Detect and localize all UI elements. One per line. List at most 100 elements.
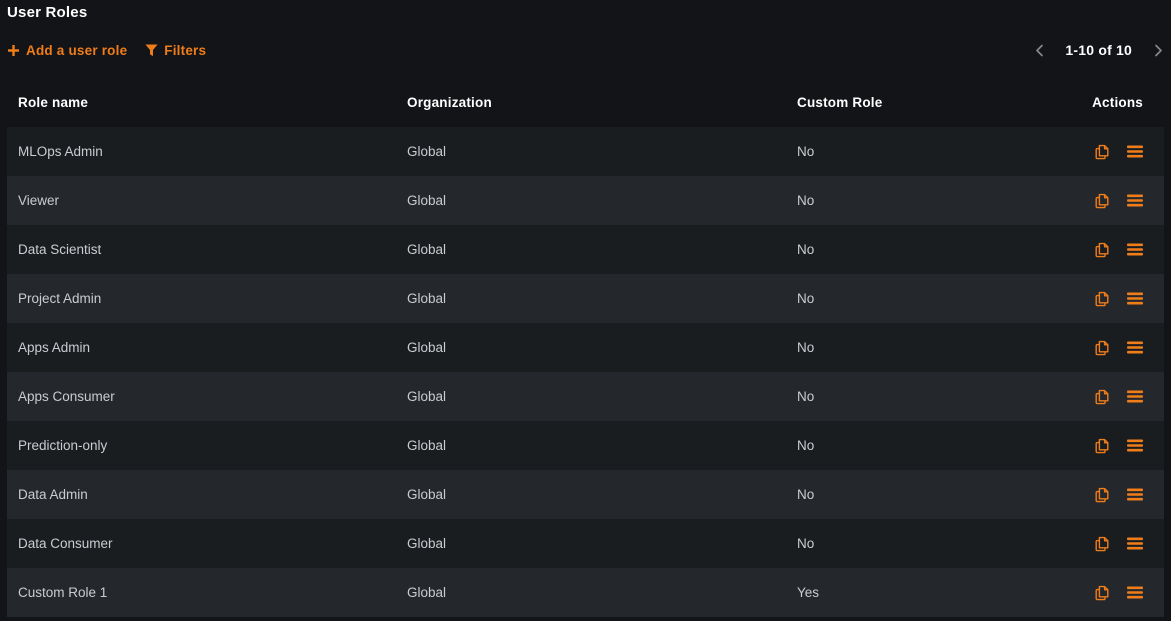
role-name-cell: Custom Role 1: [18, 585, 108, 600]
custom-role-cell: No: [797, 291, 815, 306]
menu-icon: [1127, 145, 1143, 158]
custom-role-cell: No: [797, 536, 815, 551]
menu-icon: [1127, 537, 1143, 550]
menu-icon: [1127, 243, 1143, 256]
add-user-role-label: Add a user role: [26, 42, 128, 58]
pagination-prev-button[interactable]: [1032, 43, 1046, 57]
actions-cell: [1034, 438, 1164, 454]
plus-icon: [7, 44, 20, 57]
row-menu-button[interactable]: [1127, 585, 1143, 601]
organization-cell: Global: [407, 291, 447, 306]
copy-icon: [1094, 585, 1110, 601]
column-header-role-name: Role name: [18, 95, 89, 110]
row-menu-button[interactable]: [1127, 193, 1143, 209]
menu-icon: [1127, 586, 1143, 599]
row-menu-button[interactable]: [1127, 291, 1143, 307]
organization-cell: Global: [407, 193, 447, 208]
organization-cell: Global: [407, 438, 447, 453]
menu-icon: [1127, 488, 1143, 501]
organization-cell: Global: [407, 585, 447, 600]
chevron-left-icon: [1035, 44, 1044, 57]
actions-cell: [1034, 193, 1164, 209]
copy-role-button[interactable]: [1094, 585, 1110, 601]
column-header-actions: Actions: [1092, 95, 1143, 110]
table-row: Viewer Global No: [7, 176, 1164, 225]
organization-cell: Global: [407, 389, 447, 404]
menu-icon: [1127, 390, 1143, 403]
copy-icon: [1094, 144, 1110, 160]
copy-icon: [1094, 242, 1110, 258]
custom-role-cell: No: [797, 340, 815, 355]
table-row: Apps Admin Global No: [7, 323, 1164, 372]
menu-icon: [1127, 341, 1143, 354]
table-row: Apps Consumer Global No: [7, 372, 1164, 421]
copy-role-button[interactable]: [1094, 291, 1110, 307]
copy-icon: [1094, 389, 1110, 405]
custom-role-cell: No: [797, 389, 815, 404]
pagination: 1-10 of 10: [1032, 38, 1165, 62]
table-row: Prediction-only Global No: [7, 421, 1164, 470]
copy-icon: [1094, 291, 1110, 307]
row-menu-button[interactable]: [1127, 340, 1143, 356]
copy-role-button[interactable]: [1094, 340, 1110, 356]
table-header: Role name Organization Custom Role Actio…: [7, 78, 1164, 127]
row-menu-button[interactable]: [1127, 536, 1143, 552]
actions-cell: [1034, 340, 1164, 356]
row-menu-button[interactable]: [1127, 144, 1143, 160]
custom-role-cell: No: [797, 487, 815, 502]
add-user-role-button[interactable]: Add a user role: [7, 43, 127, 58]
actions-cell: [1034, 487, 1164, 503]
copy-role-button[interactable]: [1094, 487, 1110, 503]
organization-cell: Global: [407, 242, 447, 257]
copy-icon: [1094, 438, 1110, 454]
role-name-cell: Data Consumer: [18, 536, 113, 551]
table-row: Data Admin Global No: [7, 470, 1164, 519]
actions-cell: [1034, 585, 1164, 601]
organization-cell: Global: [407, 340, 447, 355]
custom-role-cell: No: [797, 193, 815, 208]
pagination-next-button[interactable]: [1151, 43, 1165, 57]
row-menu-button[interactable]: [1127, 242, 1143, 258]
copy-icon: [1094, 340, 1110, 356]
pagination-range-label: 1-10 of 10: [1065, 42, 1132, 58]
role-name-cell: Data Scientist: [18, 242, 102, 257]
toolbar: Add a user role Filters: [7, 40, 206, 60]
filters-button[interactable]: Filters: [145, 43, 206, 58]
actions-cell: [1034, 144, 1164, 160]
custom-role-cell: No: [797, 438, 815, 453]
role-name-cell: Data Admin: [18, 487, 88, 502]
table-body: MLOps Admin Global No: [7, 127, 1164, 617]
copy-role-button[interactable]: [1094, 193, 1110, 209]
filters-label: Filters: [164, 42, 207, 58]
copy-role-button[interactable]: [1094, 144, 1110, 160]
role-name-cell: Apps Admin: [18, 340, 91, 355]
row-menu-button[interactable]: [1127, 389, 1143, 405]
copy-role-button[interactable]: [1094, 438, 1110, 454]
table-row: Custom Role 1 Global Yes: [7, 568, 1164, 617]
chevron-right-icon: [1154, 44, 1163, 57]
copy-role-button[interactable]: [1094, 242, 1110, 258]
role-name-cell: Apps Consumer: [18, 389, 115, 404]
table-row: MLOps Admin Global No: [7, 127, 1164, 176]
menu-icon: [1127, 194, 1143, 207]
copy-role-button[interactable]: [1094, 536, 1110, 552]
row-menu-button[interactable]: [1127, 487, 1143, 503]
copy-role-button[interactable]: [1094, 389, 1110, 405]
role-name-cell: Prediction-only: [18, 438, 108, 453]
table-row: Project Admin Global No: [7, 274, 1164, 323]
filter-funnel-icon: [145, 43, 158, 57]
role-name-cell: MLOps Admin: [18, 144, 103, 159]
actions-cell: [1034, 389, 1164, 405]
custom-role-cell: No: [797, 144, 815, 159]
menu-icon: [1127, 292, 1143, 305]
organization-cell: Global: [407, 536, 447, 551]
row-menu-button[interactable]: [1127, 438, 1143, 454]
copy-icon: [1094, 487, 1110, 503]
copy-icon: [1094, 193, 1110, 209]
table-row: Data Consumer Global No: [7, 519, 1164, 568]
menu-icon: [1127, 439, 1143, 452]
custom-role-cell: Yes: [797, 585, 820, 600]
role-name-cell: Project Admin: [18, 291, 102, 306]
custom-role-cell: No: [797, 242, 815, 257]
actions-cell: [1034, 291, 1164, 307]
